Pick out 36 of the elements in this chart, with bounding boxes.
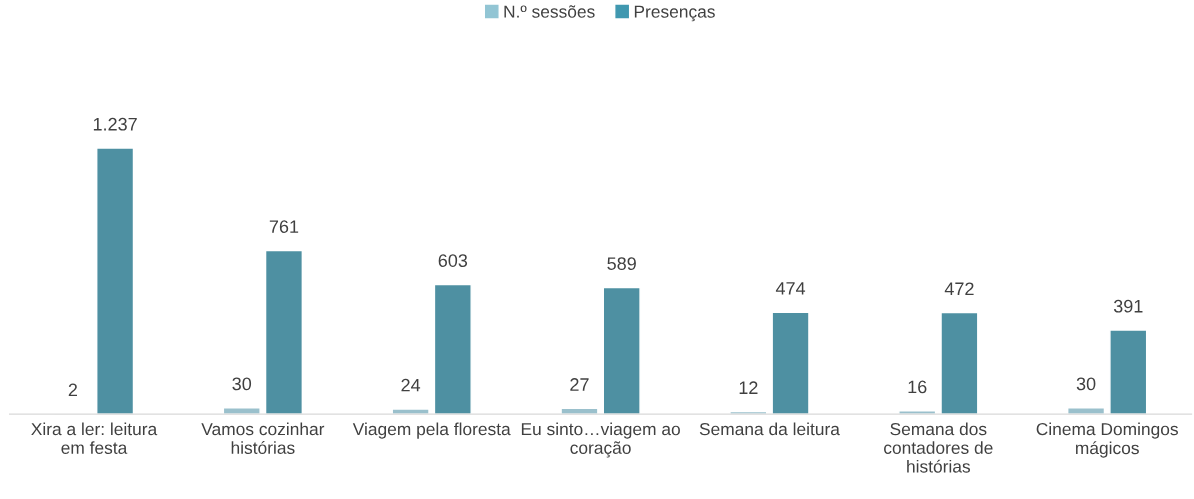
x-tick-label: Semana da leitura [699,422,840,436]
x-tick-label: Viagem pela floresta [352,422,511,439]
x-tick-label: Semana dos contadores de histórias [884,422,993,473]
bar [898,410,937,415]
legend-label: N.º sessões [504,5,595,18]
bar [560,407,599,415]
bar [771,311,810,415]
bar [729,410,768,415]
data-label: 391 [1113,299,1143,313]
x-tick-label: Cinema Domingos mágicos [1036,422,1178,458]
data-label: 472 [944,282,974,295]
data-label: 16 [908,380,927,394]
bar [1067,407,1106,415]
bar [264,249,304,415]
data-label: 603 [438,254,468,267]
data-label: 24 [401,378,421,392]
data-label: 589 [607,257,636,270]
data-label: 27 [570,378,589,391]
data-label: 761 [269,220,299,233]
bar [940,311,979,415]
bar [96,147,135,415]
data-label: 474 [775,282,806,295]
bar [1109,329,1148,415]
data-label: 1.237 [93,117,137,131]
data-label: 12 [739,381,758,394]
legend-label: Presenças [634,5,715,22]
x-tick-label: Eu sinto…viagem ao coração [521,422,680,458]
bar [391,408,430,415]
bar [602,286,641,415]
bar [222,407,261,415]
x-tick-label: Xira a ler: leitura em festa [31,422,158,454]
data-label: 30 [1076,377,1096,391]
data-label: 30 [232,377,252,391]
data-label: 2 [68,383,77,397]
x-tick-label: Vamos cozinhar histórias [201,422,325,454]
bar [433,283,472,415]
